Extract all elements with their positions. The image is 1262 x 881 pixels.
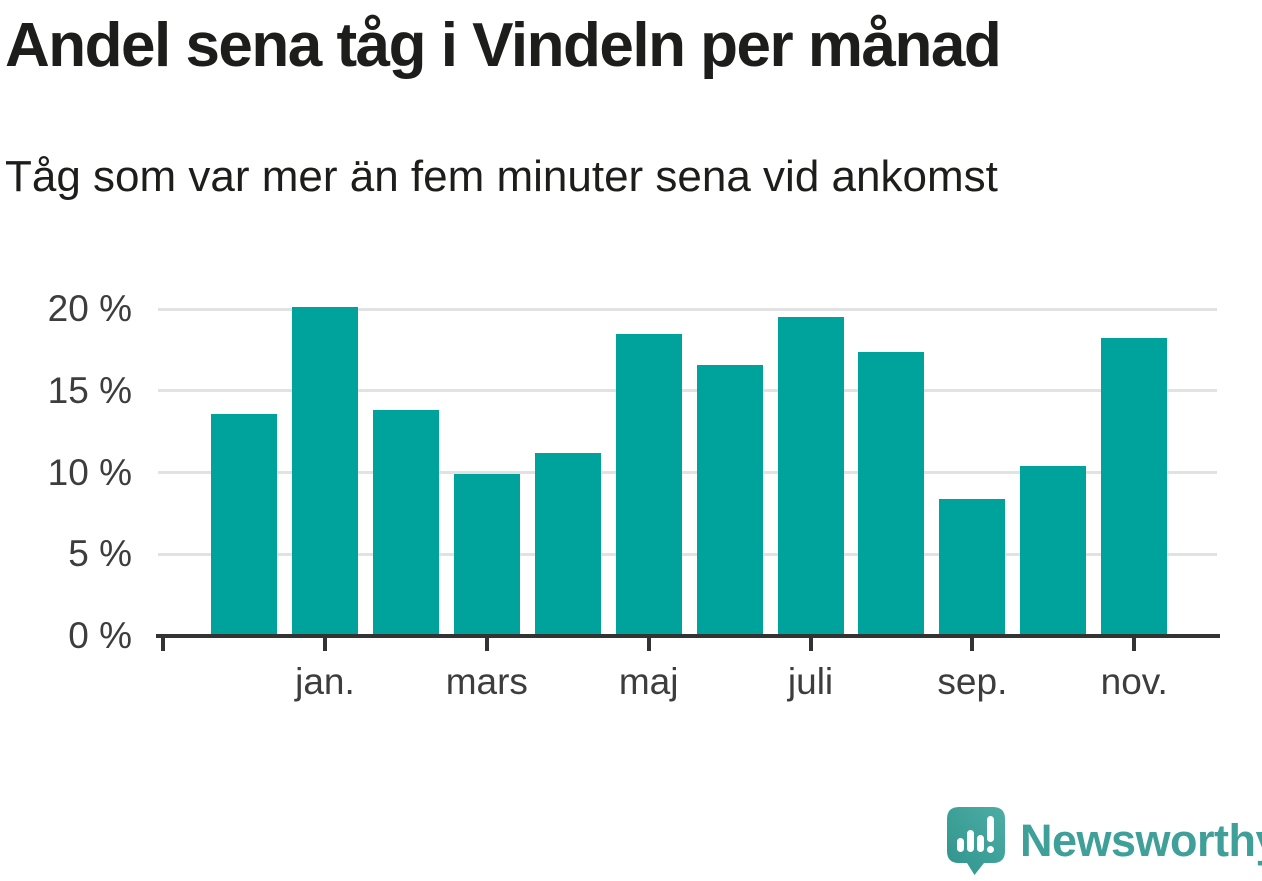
x-axis-tick [970, 636, 975, 651]
x-axis-tick [161, 636, 166, 651]
x-axis-tick [322, 636, 327, 651]
bar-dec. [211, 413, 278, 636]
bar-aug. [858, 351, 925, 636]
x-axis-tick [646, 636, 651, 651]
newsworthy-wordmark: Newsworthy [1020, 815, 1262, 866]
bar-jan. [291, 307, 358, 636]
gridline [158, 389, 1217, 393]
y-tick-label: 20 % [47, 288, 132, 329]
x-axis-tick [1132, 636, 1137, 651]
bar-mars [453, 474, 520, 636]
newsworthy-logo: Newsworthy [946, 806, 1262, 876]
y-tick-label: 15 % [47, 369, 132, 411]
x-tick-label: jan. [295, 661, 355, 702]
x-tick-label: juli [787, 661, 834, 702]
bar-apr. [534, 452, 601, 636]
y-tick-label: 5 % [68, 533, 132, 575]
bar-okt. [1020, 465, 1087, 636]
bar-maj [615, 333, 682, 636]
gridline [158, 307, 1217, 311]
bar-juli [777, 317, 844, 636]
bar-juni [696, 364, 763, 636]
y-tick-label: 0 % [68, 615, 132, 656]
chart-title: Andel sena tåg i Vindeln per månad [5, 11, 1002, 80]
gridline [158, 552, 1217, 556]
bar-nov. [1101, 338, 1168, 636]
x-tick-label: mars [445, 661, 528, 702]
chart-subtitle: Tåg som var mer än fem minuter sena vid … [5, 152, 998, 201]
bar-sep. [939, 498, 1006, 636]
x-axis-tick [484, 636, 489, 651]
x-axis-tick [808, 636, 813, 651]
x-tick-label: maj [618, 661, 679, 702]
x-tick-label: sep. [937, 661, 1008, 702]
x-tick-label: nov. [1100, 661, 1168, 702]
y-tick-label: 10 % [47, 451, 132, 493]
gridline [158, 471, 1217, 474]
x-axis-line [156, 634, 1220, 638]
newsworthy-speech-bubble-chart-icon [946, 806, 1006, 876]
bar-feb. [372, 410, 439, 636]
